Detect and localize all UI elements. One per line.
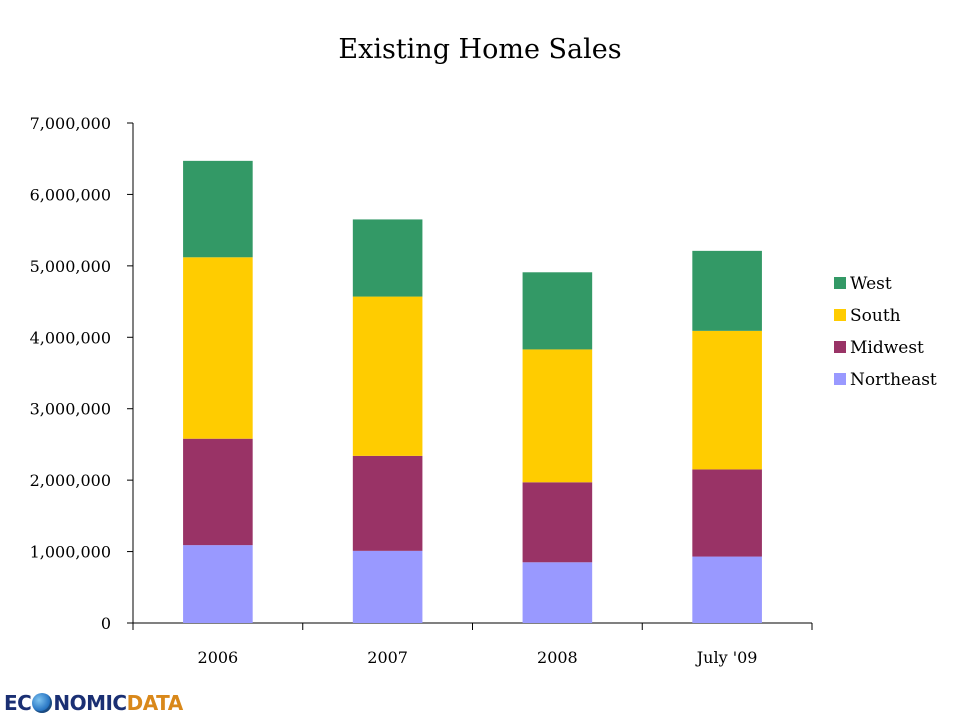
bar-segment-west xyxy=(352,219,423,297)
bar-segment-west xyxy=(692,250,762,331)
y-tick-label: 5,000,000 xyxy=(30,257,111,276)
y-tick-label: 4,000,000 xyxy=(30,328,111,347)
globe-icon xyxy=(32,693,53,713)
bar-segment-south xyxy=(522,349,593,483)
bar-group xyxy=(183,160,762,623)
legend-label-south: South xyxy=(850,306,901,326)
logo-text-data: DATA xyxy=(126,691,184,715)
y-tick-label: 1,000,000 xyxy=(30,543,111,562)
x-tick-label: July '09 xyxy=(695,648,758,667)
legend-label-northeast: Northeast xyxy=(850,370,937,390)
y-tick-label: 0 xyxy=(101,614,111,633)
chart-title: Existing Home Sales xyxy=(338,34,621,65)
bar-segment-northeast xyxy=(183,545,253,623)
legend-swatch-west xyxy=(834,277,846,289)
y-axis: 0 1,000,000 2,000,000 3,000,000 4,000,000 5,0… xyxy=(30,114,134,633)
x-tick-label: 2008 xyxy=(537,648,578,667)
bar-segment-northeast xyxy=(522,562,593,623)
bar-segment-midwest xyxy=(692,469,762,557)
y-tick-label: 2,000,000 xyxy=(30,471,111,490)
y-tick-label: 7,000,000 xyxy=(30,114,111,133)
logo-text-nomic: NOMIC xyxy=(53,691,127,715)
legend-swatch-midwest xyxy=(834,341,846,353)
legend-swatch-northeast xyxy=(834,373,846,385)
legend-label-west: West xyxy=(850,274,892,294)
x-axis: 2006 2007 2008 July '09 xyxy=(132,622,813,667)
bar-segment-south xyxy=(183,257,253,439)
legend-label-midwest: Midwest xyxy=(850,338,924,358)
legend: West South Midwest Northeast xyxy=(834,274,937,390)
bar-segment-northeast xyxy=(692,556,762,623)
logo-text-ec: EC xyxy=(4,691,32,715)
bar-segment-midwest xyxy=(352,455,423,551)
legend-swatch-south xyxy=(834,309,846,321)
bar-segment-northeast xyxy=(352,550,423,623)
y-tick-label: 3,000,000 xyxy=(30,400,111,419)
x-tick-label: 2007 xyxy=(367,648,408,667)
y-tick-label: 6,000,000 xyxy=(30,185,111,204)
bar-segment-west xyxy=(183,160,253,258)
bar-segment-west xyxy=(522,272,593,350)
economicdata-logo: EC NOMIC DATA xyxy=(4,688,183,718)
bar-segment-south xyxy=(352,296,423,456)
bar-segment-south xyxy=(692,330,762,470)
bar-segment-midwest xyxy=(522,482,593,563)
x-tick-label: 2006 xyxy=(198,648,239,667)
bar-segment-midwest xyxy=(183,438,253,546)
stacked-bar-chart: Existing Home Sales 0 1,000,000 2,000,000 3… xyxy=(30,34,937,667)
